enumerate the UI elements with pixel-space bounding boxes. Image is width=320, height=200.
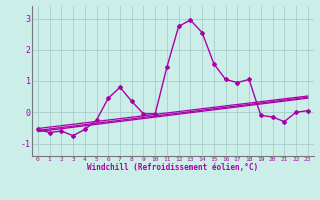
X-axis label: Windchill (Refroidissement éolien,°C): Windchill (Refroidissement éolien,°C)	[87, 163, 258, 172]
